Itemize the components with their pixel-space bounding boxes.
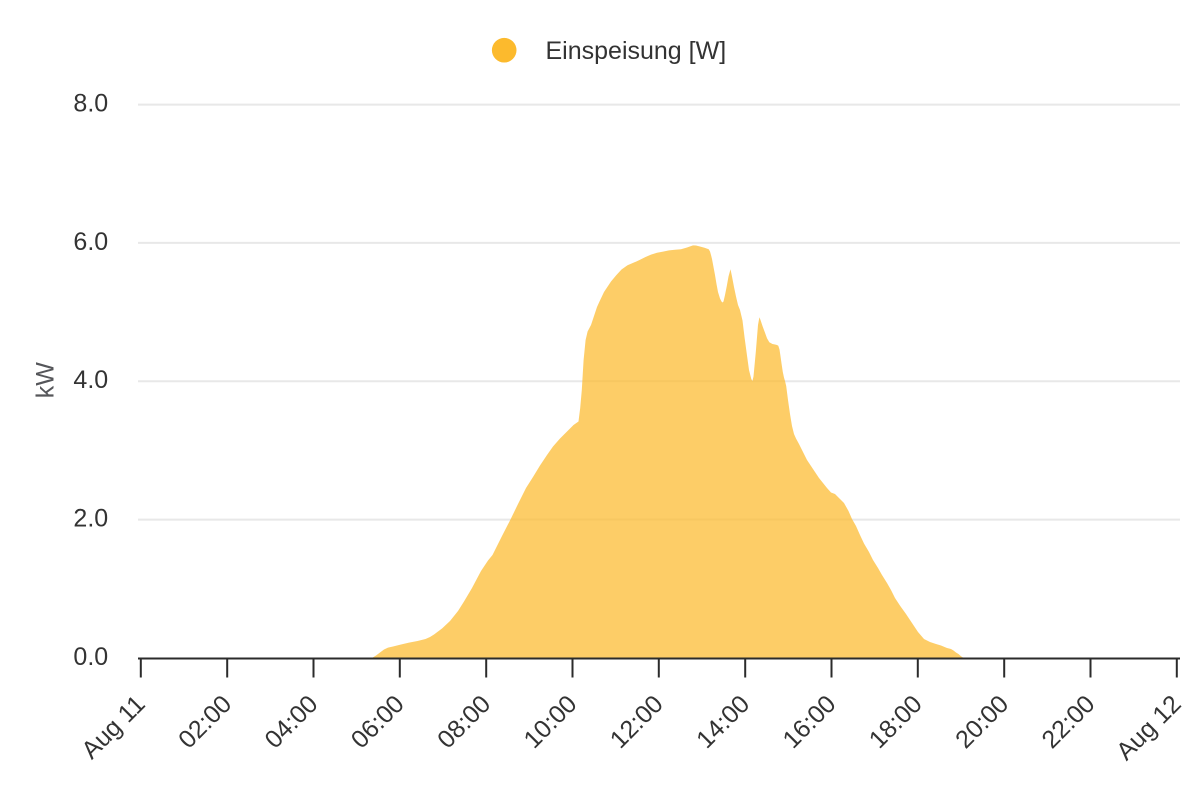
svg-text:Aug 12: Aug 12 (1111, 690, 1187, 766)
svg-text:18:00: 18:00 (864, 690, 928, 754)
svg-text:04:00: 04:00 (259, 690, 323, 754)
svg-text:10:00: 10:00 (518, 690, 582, 754)
svg-text:06:00: 06:00 (346, 690, 410, 754)
svg-text:kW: kW (31, 362, 59, 399)
svg-text:Einspeisung [W]: Einspeisung [W] (546, 37, 727, 65)
svg-text:20:00: 20:00 (950, 690, 1014, 754)
svg-text:14:00: 14:00 (691, 690, 755, 754)
svg-text:4.0: 4.0 (73, 366, 108, 394)
svg-text:2.0: 2.0 (73, 505, 108, 533)
svg-text:6.0: 6.0 (73, 228, 108, 256)
svg-text:22:00: 22:00 (1036, 690, 1100, 754)
svg-text:16:00: 16:00 (777, 690, 841, 754)
svg-text:02:00: 02:00 (173, 690, 237, 754)
svg-text:8.0: 8.0 (73, 90, 108, 118)
svg-text:12:00: 12:00 (605, 690, 669, 754)
svg-text:08:00: 08:00 (432, 690, 496, 754)
svg-text:Aug 11: Aug 11 (76, 690, 151, 765)
svg-text:0.0: 0.0 (73, 643, 108, 671)
